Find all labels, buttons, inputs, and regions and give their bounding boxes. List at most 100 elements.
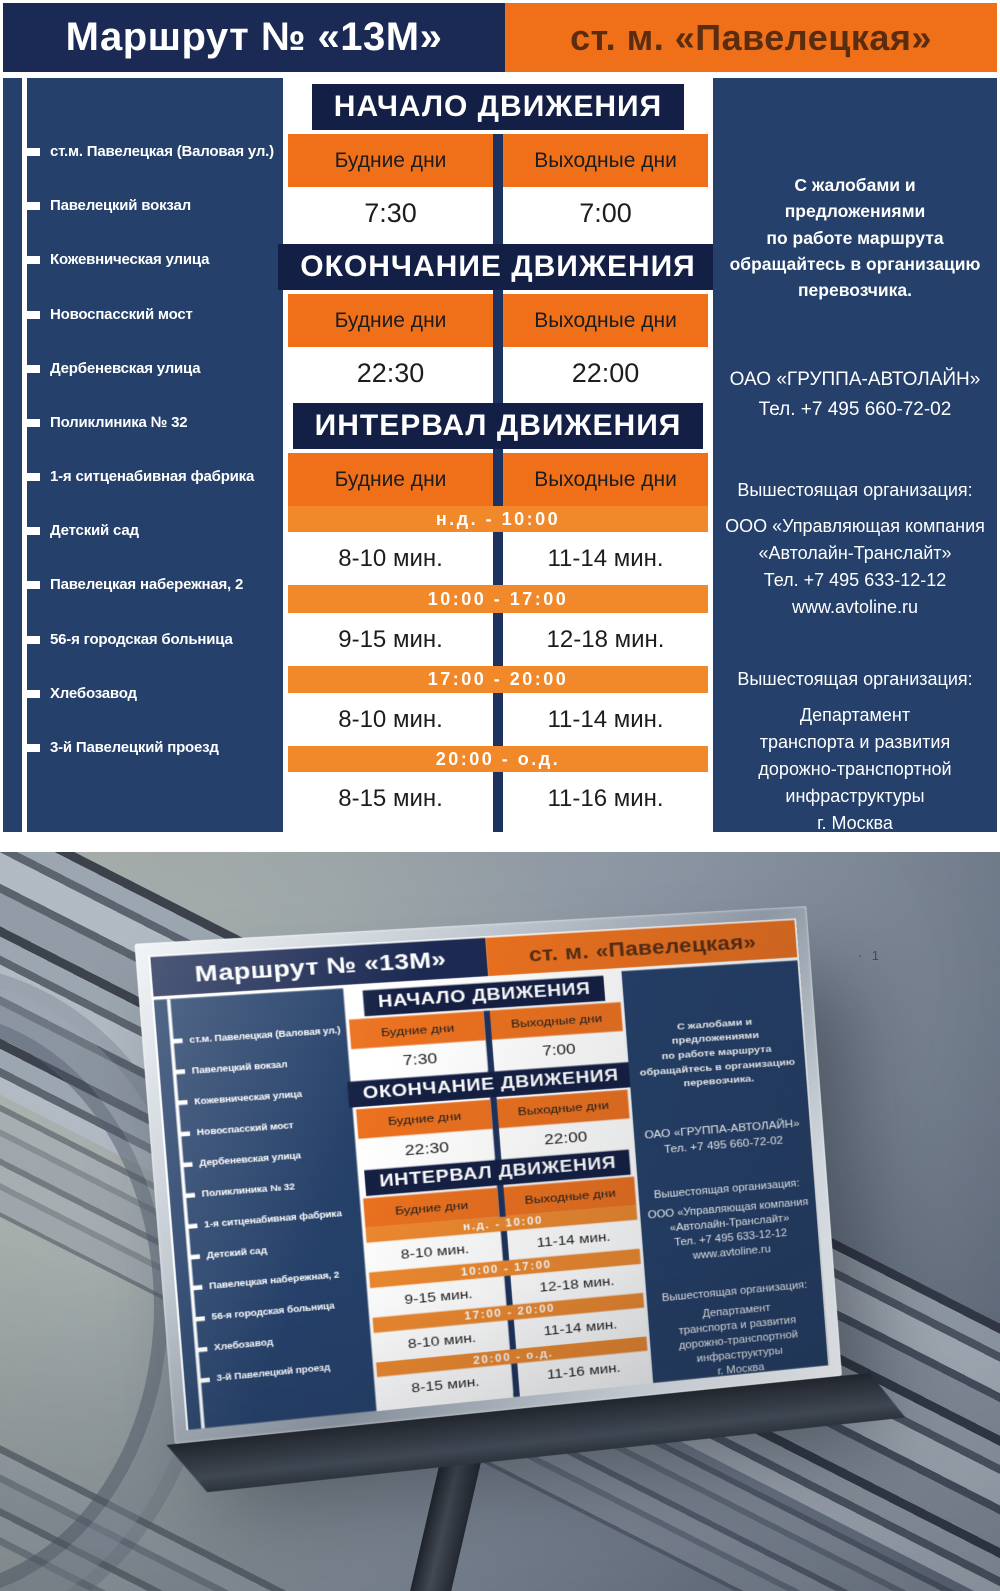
stop-item: Павелецкий вокзал	[3, 196, 283, 216]
end-times-row: 22:30 22:00	[288, 347, 708, 400]
stop-tick-icon	[191, 1285, 203, 1291]
management-company: ООО «Управляющая компания «Автолайн-Тран…	[713, 513, 997, 621]
stop-label: Хлебозавод	[50, 684, 137, 702]
stop-label: Дербеневская улица	[198, 1150, 302, 1169]
stop-item: Новоспасский мост	[164, 1116, 354, 1141]
day-header-row: Будние дни Выходные дни	[288, 294, 708, 347]
stop-tick-icon	[24, 743, 40, 752]
interval-period-band: н.д. - 10:00	[288, 506, 708, 532]
section-title-end: ОКОНЧАНИЕ ДВИЖЕНИЯ	[278, 244, 718, 290]
stop-label: Детский сад	[206, 1245, 268, 1261]
weekday-header: Будние дни	[288, 134, 493, 187]
stop-item: Поликлиника № 32	[3, 413, 283, 433]
mini-sign-content: Маршрут № «13М» ст. м. «Павелецкая» ст.м…	[148, 918, 830, 1431]
stop-tick-icon	[24, 689, 40, 698]
stop-tick-icon	[183, 1192, 196, 1199]
stop-label: Новоспасский мост	[50, 305, 193, 323]
carrier-info-panel: С жалобами и предложениями по работе мар…	[621, 960, 829, 1383]
carrier-info-panel: С жалобами и предложениями по работе мар…	[713, 78, 997, 833]
interval-weekend: 11-14 мин.	[503, 693, 708, 746]
stop-item: 1-я ситценабивная фабрика	[172, 1207, 362, 1234]
flyer-header: Маршрут № «13М» ст. м. «Павелецкая»	[3, 3, 997, 72]
operator-contact: ОАО «ГРУППА-АВТОЛАЙН» Тел. +7 495 660-72…	[713, 365, 997, 424]
interval-weekday: 8-15 мин.	[288, 772, 493, 825]
station-title: ст. м. «Павелецкая»	[505, 3, 997, 72]
stop-item: Павелецкая набережная, 2	[177, 1267, 366, 1295]
sign-face: Маршрут № «13М» ст. м. «Павелецкая» ст.м…	[148, 918, 830, 1431]
stop-tick-icon	[24, 364, 40, 373]
stop-label: 3-й Павелецкий проезд	[50, 738, 219, 756]
stop-label: Павелецкая набережная, 2	[208, 1270, 340, 1292]
weekday-header: Будние дни	[288, 453, 493, 506]
stop-item: Поликлиника № 32	[169, 1176, 359, 1202]
stop-item: Новоспасский мост	[3, 305, 283, 325]
route-schedule-flyer: Маршрут № «13М» ст. м. «Павелецкая» ст.м…	[3, 3, 997, 833]
stop-tick-icon	[24, 527, 40, 536]
stop-item: Детский сад	[174, 1237, 363, 1264]
stop-label: Поликлиника № 32	[50, 413, 188, 431]
stop-label: 3-й Павелецкий проезд	[216, 1363, 331, 1384]
stop-label: Новоспасский мост	[196, 1120, 294, 1138]
stop-label: Павелецкий вокзал	[50, 197, 191, 215]
interval-period-band: 20:00 - о.д.	[288, 746, 708, 772]
complaint-note: С жалобами и предложениями по работе мар…	[729, 175, 981, 300]
stop-item: Кожевническая улица	[162, 1085, 352, 1110]
stop-label: 56-я городская больница	[50, 630, 233, 648]
management-company: ООО «Управляющая компания «Автолайн-Тран…	[640, 1194, 820, 1268]
interval-weekday: 8-10 мин.	[288, 532, 493, 585]
day-header-row: Будние дни Выходные дни	[288, 453, 708, 506]
stop-tick-icon	[24, 148, 40, 156]
stop-item: ст.м. Павелецкая (Валовая ул.)	[157, 1024, 347, 1048]
stop-label: Кожевническая улица	[193, 1089, 303, 1107]
interval-period-band: 17:00 - 20:00	[288, 666, 708, 693]
operator-website: www.avtoline.ru	[791, 597, 919, 618]
stop-item: Хлебозавод	[182, 1328, 371, 1357]
stop-tick-icon	[181, 1161, 193, 1168]
interval-row: 9-15 мин. 12-18 мин.	[288, 613, 708, 666]
weekend-header: Выходные дни	[503, 453, 708, 506]
parent-org-label: Вышестоящая организация:	[737, 669, 973, 690]
stop-item: Павелецкий вокзал	[159, 1055, 349, 1079]
stop-label: ст.м. Павелецкая (Валовая ул.)	[50, 143, 274, 160]
stop-label: Кожевническая улица	[50, 251, 210, 269]
stop-tick-icon	[193, 1315, 206, 1322]
transport-department: Департамент транспорта и развития дорожн…	[678, 1302, 799, 1378]
stop-tick-icon	[24, 473, 40, 482]
stop-tick-icon	[24, 256, 40, 265]
stop-label: ст.м. Павелецкая (Валовая ул.)	[189, 1025, 341, 1045]
end-weekend-time: 22:00	[503, 347, 708, 400]
weekend-header: Выходные дни	[503, 134, 708, 187]
stops-list: ст.м. Павелецкая (Валовая ул.) Павелецки…	[3, 142, 283, 758]
stop-tick-icon	[198, 1377, 211, 1384]
street-sign-photo: · 1 Маршрут № «13М» ст. м. «Павелецкая» …	[0, 852, 1000, 1591]
interval-row: 8-10 мин. 11-14 мин.	[288, 693, 708, 746]
stops-panel: ст.м. Павелецкая (Валовая ул.) Павелецки…	[3, 78, 283, 832]
stop-item: Дербеневская улица	[3, 359, 283, 379]
stop-tick-icon	[186, 1223, 198, 1229]
stop-tick-icon	[176, 1100, 188, 1106]
stop-item: Дербеневская улица	[167, 1146, 357, 1172]
interval-row: 8-10 мин. 11-14 мин.	[288, 532, 708, 585]
parent-org-label: Вышестоящая организация:	[737, 480, 973, 501]
operator-phone: Тел. +7 495 660-72-02	[758, 398, 952, 420]
route-title: Маршрут № «13М»	[3, 3, 505, 72]
stops-panel: ст.м. Павелецкая (Валовая ул.) Павелецки…	[153, 988, 377, 1430]
stop-tick-icon	[24, 310, 40, 319]
stop-item: 1-я ситценабивная фабрика	[3, 467, 283, 487]
stop-tick-icon	[24, 635, 40, 644]
schedule-column: НАЧАЛО ДВИЖЕНИЯ Будние дни Выходные дни …	[278, 78, 718, 832]
interval-period-band: 10:00 - 17:00	[288, 585, 708, 613]
stop-label: Павелецкая набережная, 2	[50, 576, 244, 594]
stops-list: ст.м. Павелецкая (Валовая ул.) Павелецки…	[157, 1024, 374, 1388]
stop-label: Детский сад	[50, 522, 139, 540]
stop-tick-icon	[24, 418, 40, 427]
stop-tick-icon	[24, 581, 40, 590]
stop-item: Хлебозавод	[3, 684, 283, 704]
section-title-interval: ИНТЕРВАЛ ДВИЖЕНИЯ	[292, 403, 704, 449]
start-weekday-time: 7:30	[288, 187, 493, 240]
stop-tick-icon	[173, 1069, 186, 1075]
day-header-row: Будние дни Выходные дни	[288, 134, 708, 187]
stop-item: 56-я городская больница	[179, 1298, 368, 1326]
stop-item: 56-я городская больница	[3, 630, 283, 650]
interval-weekend: 12-18 мин.	[503, 613, 708, 666]
